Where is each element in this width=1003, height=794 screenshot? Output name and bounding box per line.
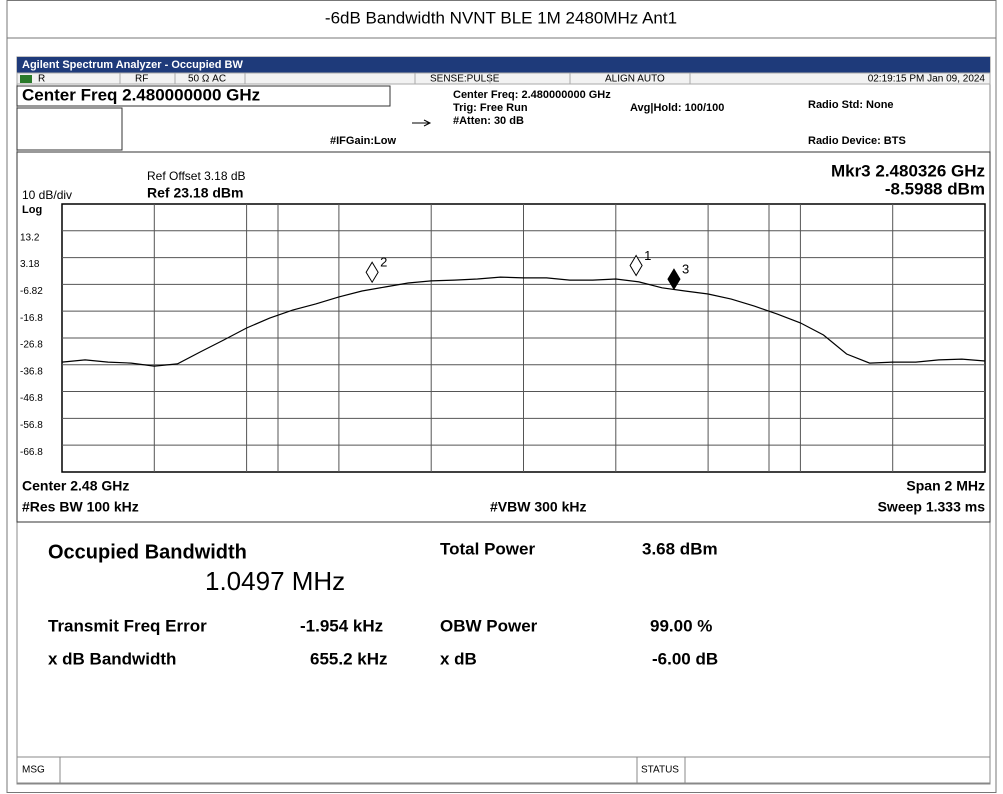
status-item: RF	[135, 74, 148, 85]
y-tick-label: -56.8	[20, 420, 43, 431]
window-title: Agilent Spectrum Analyzer - Occupied BW	[22, 59, 243, 71]
result-value: 3.68 dBm	[642, 539, 718, 558]
y-tick-label: -16.8	[20, 313, 43, 324]
marker-label: 1	[644, 248, 651, 263]
trace	[61, 276, 986, 367]
y-tick-label: -26.8	[20, 340, 43, 351]
radio-std: Radio Std: None	[808, 99, 894, 111]
avg-hold: Avg|Hold: 100/100	[630, 102, 724, 114]
result-value: 655.2 kHz	[310, 649, 388, 668]
plot-area: 13.2 3.18 -6.82 -16.8 -26.8 -36.8 -46.8 -56.8 -6…	[20, 203, 986, 473]
marker-label: 2	[380, 255, 387, 270]
scale-type: Log	[22, 204, 42, 216]
result-value: -1.954 kHz	[300, 616, 383, 635]
marker	[365, 261, 379, 284]
arrow-icon	[412, 119, 432, 127]
marker	[629, 254, 643, 277]
radio-device: Radio Device: BTS	[808, 135, 906, 147]
entry-box[interactable]	[16, 107, 123, 151]
scale-per-div: 10 dB/div	[22, 188, 72, 202]
window-title-bar	[17, 57, 990, 73]
info-line: Center Freq: 2.480000000 GHz	[453, 89, 611, 101]
obw-label: Occupied Bandwidth	[48, 541, 247, 563]
result-label: x dB	[440, 649, 477, 668]
lxi-icon	[20, 75, 32, 83]
marker-label: 3	[682, 262, 689, 277]
status-item: 50 Ω AC	[188, 74, 226, 85]
status-separators	[119, 73, 691, 84]
center-label: Center 2.48 GHz	[22, 478, 129, 494]
y-tick-label: -66.8	[20, 447, 43, 458]
marker-freq: Mkr3 2.480326 GHz	[831, 161, 985, 180]
status-label: STATUS	[641, 765, 679, 776]
status-item: 02:19:15 PM Jan 09, 2024	[868, 74, 986, 85]
span-label: Span 2 MHz	[906, 478, 985, 494]
ref-offset: Ref Offset 3.18 dB	[147, 169, 246, 183]
marker	[667, 268, 681, 291]
y-tick-label: 3.18	[20, 259, 40, 270]
result-value: -6.00 dB	[652, 649, 718, 668]
msg-label: MSG	[22, 765, 45, 776]
obw-value: 1.0497 MHz	[205, 566, 345, 596]
ref-level: Ref 23.18 dBm	[147, 185, 243, 201]
center-freq[interactable]: Center Freq 2.480000000 GHz	[22, 85, 260, 104]
result-value: 99.00 %	[650, 616, 712, 635]
if-gain: #IFGain:Low	[330, 135, 396, 147]
result-label: OBW Power	[440, 616, 538, 635]
y-tick-label: 13.2	[20, 232, 40, 243]
status-item: ALIGN AUTO	[605, 74, 665, 85]
y-tick-label: -46.8	[20, 393, 43, 404]
info-line: Trig: Free Run	[453, 102, 528, 114]
y-tick-label: -36.8	[20, 366, 43, 377]
status-item: R	[38, 74, 45, 85]
result-label: x dB Bandwidth	[48, 649, 176, 668]
vbw-label: #VBW 300 kHz	[490, 499, 586, 515]
center-freq-box[interactable]	[16, 85, 391, 107]
result-label: Transmit Freq Error	[48, 616, 207, 635]
report-title: -6dB Bandwidth NVNT BLE 1M 2480MHz Ant1	[325, 8, 677, 27]
status-row	[16, 72, 991, 85]
status-bar	[16, 756, 991, 784]
status-item: SENSE:PULSE	[430, 74, 500, 85]
result-label: Total Power	[440, 539, 535, 558]
rbw-label: #Res BW 100 kHz	[22, 499, 139, 515]
info-line: #Atten: 30 dB	[453, 115, 524, 127]
sweep-label: Sweep 1.333 ms	[878, 499, 986, 515]
y-tick-label: -6.82	[20, 286, 43, 297]
marker-level: -8.5988 dBm	[885, 179, 985, 198]
